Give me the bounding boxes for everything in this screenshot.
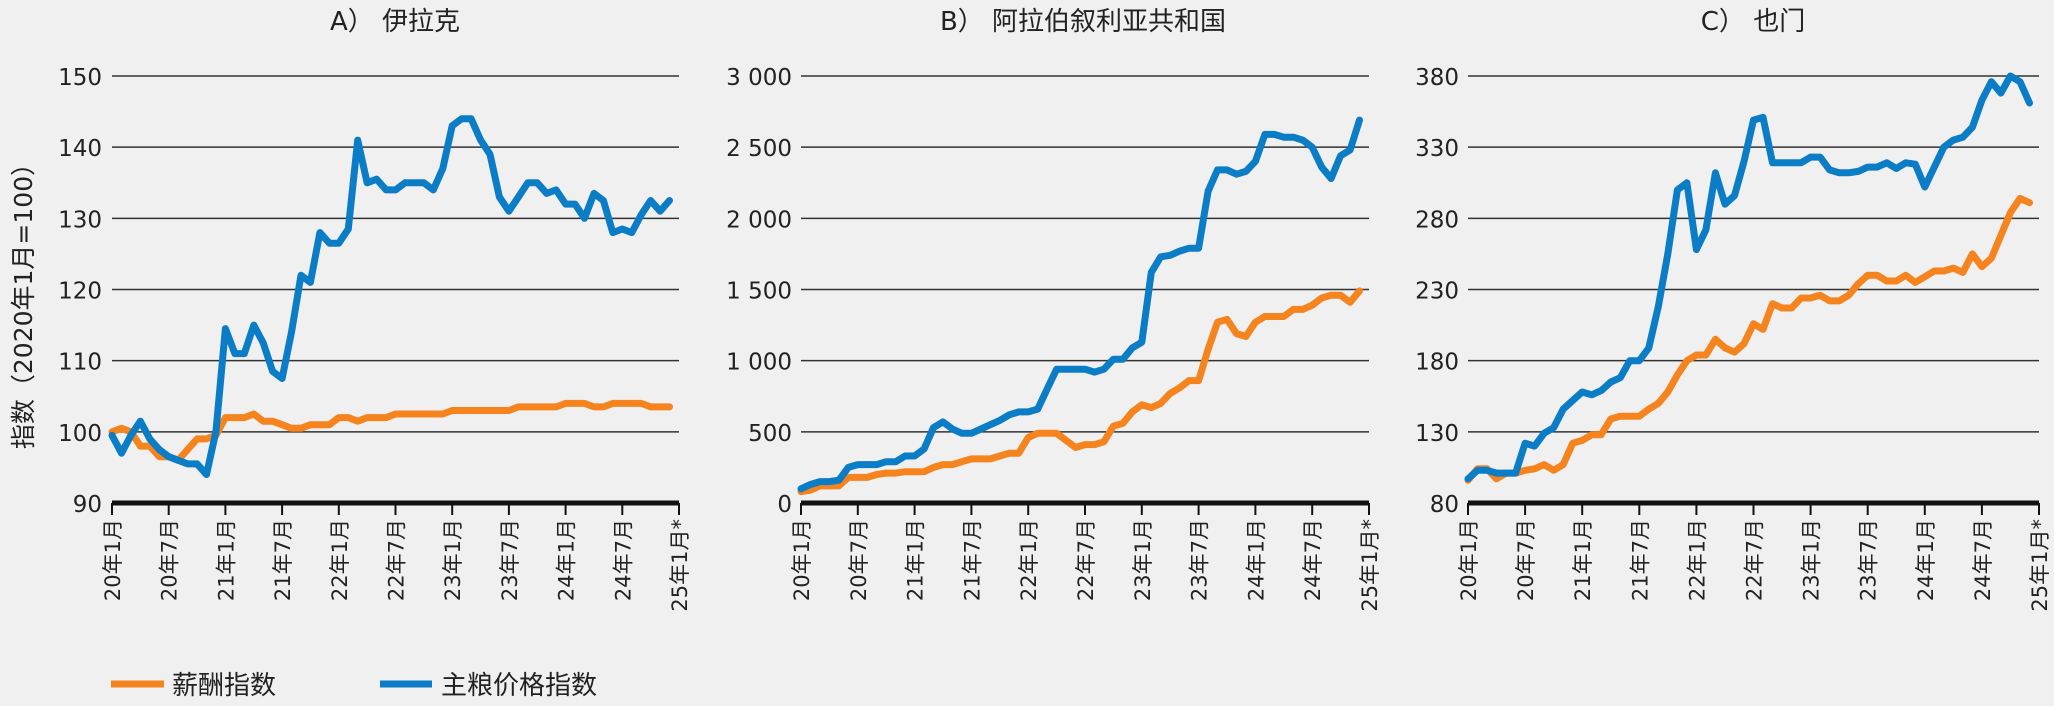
x-tick-label: 22年1月 [1685,519,1709,601]
y-tick-label: 130 [58,207,102,233]
x-tick-label: 23年1月 [1131,519,1155,601]
x-tick-label: 23年7月 [1857,519,1881,601]
x-tick-label: 23年1月 [441,519,465,601]
x-tick-label: 20年7月 [1514,519,1538,601]
x-tick-label: 23年7月 [498,519,522,601]
legend-label-staple: 主粮价格指数 [441,671,597,701]
y-tick-label: 90 [73,492,102,518]
y-tick-label: 80 [1430,492,1459,518]
y-tick-label: 110 [58,350,102,376]
x-tick-label: 23年1月 [1800,519,1824,601]
series-line-staple [108,115,673,478]
legend-label-wage: 薪酬指数 [172,671,276,701]
series-line-wage [1464,194,2033,484]
x-tick-label: 20年7月 [847,519,871,601]
x-tick-label: 24年7月 [1971,519,1995,601]
y-tick-label: 120 [58,279,102,305]
y-tick-label: 1 500 [726,279,792,305]
x-tick-label: 20年7月 [158,519,182,601]
series-line-staple [1464,72,2033,483]
panel-a: A） 伊拉克 90 100 110 120 130 140 150 20年1月 20年7月 21年1… [58,7,692,612]
y-tick-label: 2 500 [726,136,792,162]
x-tick-label: 24年7月 [611,519,635,601]
y-tick-label: 230 [1415,279,1459,305]
panel-title: A） 伊拉克 [330,7,460,37]
x-tick-label: 22年1月 [328,519,352,601]
series-line-staple [797,116,1363,493]
x-tick-label: 20年1月 [790,519,814,601]
x-tick-label: 24年1月 [1244,519,1268,601]
x-tick-label: 25年1月* [668,519,692,612]
x-tick-label: 21年7月 [1628,519,1652,601]
y-tick-label: 280 [1415,207,1459,233]
panel-title: B） 阿拉伯叙利亚共和国 [940,7,1226,37]
x-tick-label: 22年7月 [385,519,409,601]
series-line-wage [797,287,1363,496]
y-tick-label: 2 000 [726,207,792,233]
panel-b: B） 阿拉伯叙利亚共和国 0 500 1 000 1 500 2 000 2 500 3 00… [726,7,1382,612]
y-tick-label: 330 [1415,136,1459,162]
series-line-wage [108,399,673,464]
y-tick-label: 500 [748,421,792,447]
x-tick-label: 22年7月 [1743,519,1767,601]
y-tick-label: 150 [58,65,102,91]
y-tick-label: 1 000 [726,350,792,376]
x-tick-label: 24年1月 [1914,519,1938,601]
y-tick-label: 0 [777,492,792,518]
x-tick-label: 21年1月 [904,519,928,601]
x-tick-label: 21年7月 [960,519,984,601]
x-tick-label: 20年1月 [1457,519,1481,601]
y-tick-label: 380 [1415,65,1459,91]
x-tick-label: 24年1月 [555,519,579,601]
x-tick-label: 21年1月 [1571,519,1595,601]
x-tick-label: 25年1月* [1358,519,1382,612]
panel-title: C） 也门 [1701,7,1805,37]
panel-c: C） 也门 80 130 180 230 280 330 380 20年1月 20年7月 21年1月… [1415,7,2052,612]
x-tick-label: 20年1月 [101,519,125,601]
x-tick-label: 22年7月 [1074,519,1098,601]
y-tick-label: 3 000 [726,65,792,91]
x-tick-label: 25年1月* [2028,519,2052,612]
x-tick-label: 21年7月 [271,519,295,601]
x-tick-label: 23年7月 [1188,519,1212,601]
y-tick-label: 130 [1415,421,1459,447]
y-tick-label: 180 [1415,350,1459,376]
y-tick-label: 100 [58,421,102,447]
y-axis-title: 指数（2020年1月=100） [9,151,38,449]
x-tick-label: 21年1月 [214,519,238,601]
x-tick-label: 24年7月 [1301,519,1325,601]
x-tick-label: 22年1月 [1017,519,1041,601]
y-tick-label: 140 [58,136,102,162]
legend: 薪酬指数 主粮价格指数 [111,671,597,701]
